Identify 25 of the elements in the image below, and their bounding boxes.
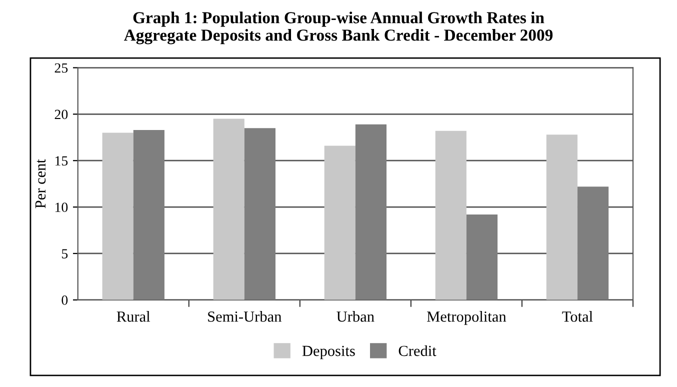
x-tick-label: Total	[562, 311, 593, 322]
legend-label: Credit	[398, 345, 436, 356]
x-tick-label: Semi-Urban	[208, 311, 282, 322]
bar	[546, 134, 578, 300]
y-tick-label: 25	[54, 63, 68, 73]
bar	[466, 214, 498, 300]
bar	[435, 130, 466, 300]
bar	[244, 128, 276, 300]
y-axis-title: Per cent	[35, 159, 46, 208]
bar	[133, 130, 164, 300]
y-tick-label: 5	[62, 249, 68, 258]
bar	[577, 186, 609, 300]
y-tick-label: 0	[62, 296, 68, 305]
y-tick-label: 15	[55, 156, 68, 166]
bar	[324, 146, 356, 300]
x-tick-label: Metropolitan	[427, 311, 506, 325]
y-tick-label: 10	[55, 202, 68, 212]
legend-label: Deposits	[302, 346, 355, 360]
x-tick-label: Rural	[116, 311, 150, 322]
bar	[355, 124, 387, 300]
bar	[102, 132, 134, 300]
bar	[213, 118, 244, 300]
chart-title: Graph 1: Population Group-wise Annual Growth Rates in Aggregate Deposits and Gross Bank Credit - December 2009	[124, 12, 553, 44]
x-tick-label: Urban	[336, 311, 374, 322]
y-tick-label: 20	[54, 110, 68, 120]
